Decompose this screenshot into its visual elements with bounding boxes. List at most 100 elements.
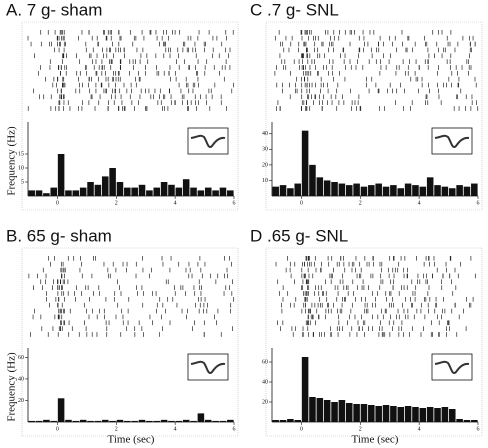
histogram-bar (190, 187, 197, 196)
waveform-inset (187, 353, 229, 381)
histogram-bar (360, 404, 368, 422)
y-tick-label: 10 (262, 178, 268, 184)
histogram-bar (272, 186, 279, 196)
histogram-bar (404, 183, 412, 196)
histogram-bar (109, 420, 116, 422)
histogram-bar (419, 408, 427, 422)
histogram-bar (212, 420, 219, 422)
histogram-bar (124, 187, 131, 196)
histogram-bar (57, 398, 65, 422)
y-tick-label: 10 (18, 165, 24, 171)
y-tick-label: 60 (18, 355, 24, 361)
y-tick-label: 5 (21, 179, 24, 185)
histogram-bar (316, 177, 324, 196)
histogram-bar (79, 187, 87, 196)
histogram-bar (219, 187, 227, 196)
histogram-bar (72, 190, 80, 196)
y-tick-label: 20 (262, 162, 268, 168)
histogram-bar (463, 420, 471, 422)
histogram-bar (146, 420, 153, 422)
histogram-bar (360, 186, 368, 196)
histogram-bar (204, 187, 212, 196)
histogram-bar (219, 420, 227, 422)
histogram-bar (345, 403, 353, 422)
histogram-bar (146, 190, 153, 196)
waveform (434, 134, 470, 148)
histogram-bar (434, 408, 441, 422)
histogram-bar (272, 420, 279, 422)
panel-title: B. 65 g- sham (6, 226, 112, 245)
histogram-bar (404, 406, 412, 422)
y-tick-label: 40 (262, 379, 268, 385)
panel-frame (21, 21, 239, 211)
panel-frame (265, 247, 483, 437)
histogram-bar (471, 420, 478, 422)
histogram-bar (397, 407, 405, 422)
histogram-bar (57, 154, 65, 196)
y-tick-label: 15 (18, 151, 24, 157)
histogram-bar (124, 420, 131, 422)
histogram-bar (456, 419, 463, 422)
histogram-bar (182, 179, 190, 196)
histogram-bar (101, 419, 109, 422)
histogram-bar (323, 400, 331, 422)
histogram-bar (35, 190, 43, 196)
raster (28, 256, 235, 337)
histogram-bar (197, 413, 205, 422)
panel-title: D .65 g- SNL (250, 226, 348, 245)
histogram-bar (382, 405, 390, 422)
raster (275, 256, 476, 337)
histogram-bar (412, 185, 419, 196)
y-tick-label: 20 (18, 398, 24, 404)
histogram-bar (175, 187, 183, 196)
histogram-bar (338, 183, 346, 196)
histogram-bar (448, 409, 456, 422)
histogram-bar (368, 405, 375, 422)
histogram-bar (338, 400, 346, 422)
histogram-bar (426, 407, 434, 422)
x-tick-label: 2 (115, 426, 118, 432)
histogram-bar (227, 190, 234, 196)
histogram-bar (153, 420, 161, 422)
waveform-inset (431, 127, 473, 155)
histogram-bar (456, 185, 463, 196)
histogram-bar (138, 419, 146, 422)
y-tick-label: 40 (262, 131, 268, 137)
waveform-inset (187, 127, 229, 155)
x-tick-label: 4 (418, 200, 421, 206)
histogram-bar (426, 177, 434, 196)
histogram-bar (412, 407, 419, 422)
x-tick-label: 2 (115, 200, 118, 206)
x-tick-label: 0 (56, 426, 59, 432)
histogram-bar (309, 397, 316, 422)
histogram-bar (50, 187, 58, 196)
histogram-bar (116, 182, 124, 196)
histogram-bar (43, 193, 50, 196)
histogram-bar (463, 186, 471, 196)
x-tick-label: 0 (300, 426, 303, 432)
waveform-inset (431, 353, 473, 381)
histogram-bar (153, 187, 161, 196)
x-tick-label: 2 (359, 426, 362, 432)
histogram-bar (353, 183, 360, 196)
histogram-bar (212, 190, 219, 196)
histogram-bar (182, 419, 190, 422)
y-axis-label: Frequency (Hz) (6, 126, 18, 196)
histogram-bar (101, 176, 109, 196)
histogram-bar (301, 130, 309, 196)
histogram-bar (419, 186, 427, 196)
histogram-bar (287, 188, 294, 196)
histogram-bar (331, 182, 338, 196)
y-tick-label: 40 (18, 376, 24, 382)
histogram-bar (279, 185, 287, 196)
histogram-bar (287, 419, 294, 422)
histogram-bar (175, 420, 183, 422)
histogram-bar (35, 420, 43, 422)
histogram-bar (131, 420, 138, 422)
x-tick-label: 0 (56, 200, 59, 206)
histogram-bar (353, 404, 360, 422)
x-tick-label: 6 (477, 426, 480, 432)
histogram-bar (441, 407, 449, 422)
panel-frame (21, 247, 239, 437)
